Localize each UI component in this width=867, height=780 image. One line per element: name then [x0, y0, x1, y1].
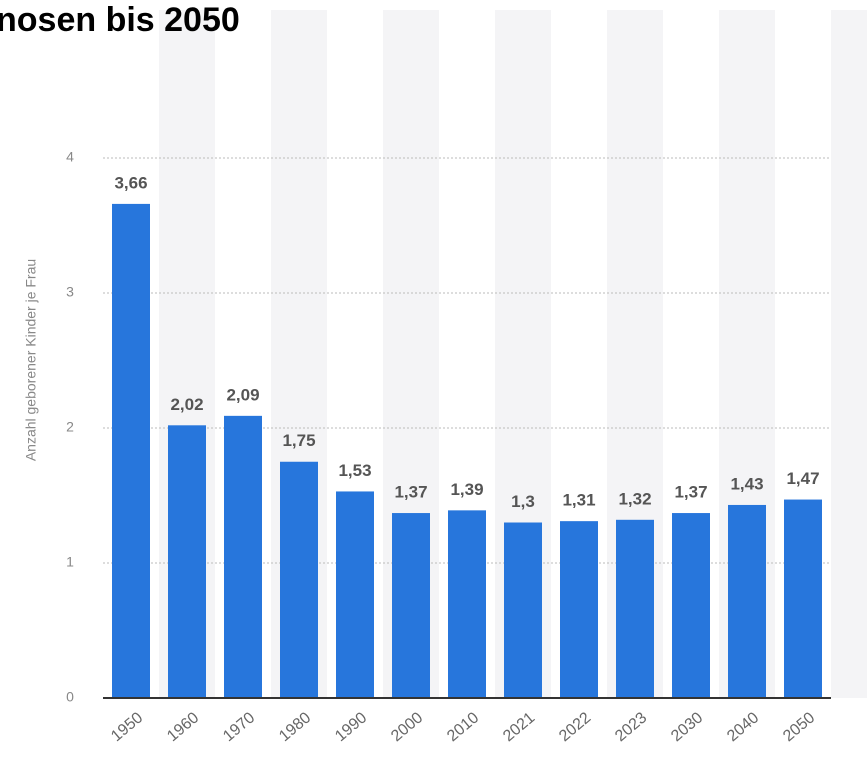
- bar: [448, 510, 486, 698]
- bar: [560, 521, 598, 698]
- value-label: 3,66: [114, 173, 147, 192]
- y-tick-label: 2: [66, 419, 74, 435]
- bar: [224, 415, 262, 698]
- bar: [336, 491, 374, 698]
- x-tick-label: 2022: [556, 709, 594, 745]
- bar: [168, 425, 206, 698]
- x-tick-label: 1950: [108, 709, 146, 745]
- value-label: 1,37: [674, 483, 707, 502]
- y-axis-label: Anzahl geborener Kinder je Frau: [23, 259, 39, 461]
- chart-title: nosen bis 2050: [0, 1, 240, 39]
- x-tick-label: 2000: [388, 709, 426, 745]
- bar: [616, 519, 654, 698]
- x-tick-label: 1970: [220, 709, 258, 745]
- value-label: 1,43: [730, 474, 763, 493]
- y-tick-label: 3: [66, 284, 74, 300]
- x-tick-label: 1990: [332, 709, 370, 745]
- x-tick-label: 2010: [444, 709, 482, 745]
- value-label: 1,37: [394, 483, 427, 502]
- band-stripe: [831, 10, 867, 698]
- x-tick-label: 2050: [780, 709, 818, 745]
- y-tick-label: 0: [66, 689, 74, 705]
- value-label: 1,47: [786, 469, 819, 488]
- value-label: 1,3: [511, 492, 535, 511]
- bar: [728, 504, 766, 698]
- x-tick-label: 2030: [668, 709, 706, 745]
- y-tick-label: 1: [66, 554, 74, 570]
- x-tick-label: 2040: [724, 709, 762, 745]
- value-label: 2,09: [226, 385, 259, 404]
- y-tick-label: 4: [66, 149, 74, 165]
- x-tick-label: 1960: [164, 709, 202, 745]
- bar: [112, 203, 150, 698]
- value-label: 1,31: [562, 491, 595, 510]
- bar: [280, 461, 318, 698]
- x-tick-label: 2021: [500, 709, 538, 745]
- value-label: 1,32: [618, 489, 651, 508]
- x-tick-label: 1980: [276, 709, 314, 745]
- value-label: 2,02: [170, 395, 203, 414]
- value-label: 1,75: [282, 431, 315, 450]
- value-label: 1,53: [338, 461, 371, 480]
- bar: [392, 513, 430, 698]
- value-label: 1,39: [450, 480, 483, 499]
- bar: [672, 513, 710, 698]
- bar: [504, 522, 542, 698]
- x-tick-label: 2023: [612, 709, 650, 745]
- bar: [784, 499, 822, 698]
